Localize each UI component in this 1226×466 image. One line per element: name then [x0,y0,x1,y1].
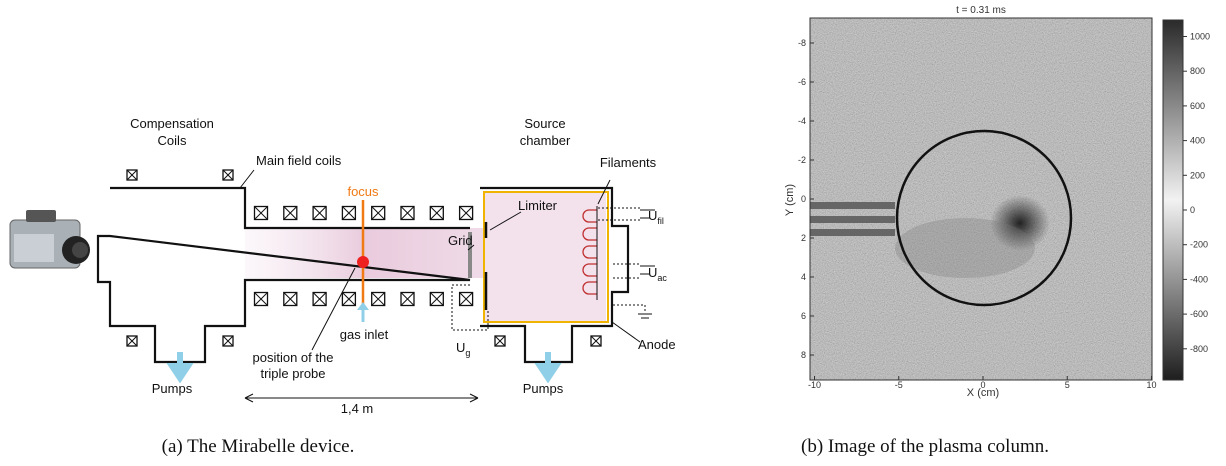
caption: (b) Image of the plasma column. [801,436,1049,457]
gas-arrow-head [357,302,369,310]
label: Ug [456,340,470,358]
colorbar-label: -400 [1190,274,1208,284]
x-tick-label: -5 [895,380,903,390]
label: 1,4 m [341,401,374,416]
coil [284,293,297,306]
coil [460,207,473,220]
label: Compensation [130,116,214,131]
coil [342,207,355,220]
coil [127,336,137,346]
label: Anode [638,337,676,352]
x-tick-label: 10 [1146,380,1156,390]
coil [255,207,268,220]
coil [342,293,355,306]
label: Ufil [648,208,664,226]
colorbar-label: 200 [1190,170,1205,180]
coil [372,207,385,220]
coil [460,293,473,306]
pump-arrow [540,352,556,378]
y-tick-label: -4 [798,116,806,126]
label: Coils [158,133,187,148]
figure: Compensation Coils Main field coils focu… [0,0,1226,466]
coil [127,170,137,180]
plasma-image [810,18,1152,380]
label: chamber [520,133,571,148]
label: gas inlet [340,327,389,342]
probe-position [357,256,369,268]
ground-symbols [638,210,655,318]
coil [430,207,443,220]
y-tick-label: 6 [801,311,806,321]
colorbar-label: 0 [1190,205,1195,215]
label: focus [347,184,379,199]
y-tick-label: -8 [798,38,806,48]
coil-pointer [240,170,254,188]
coil [591,336,601,346]
y-tick-label: 8 [801,350,806,360]
coil [223,336,233,346]
colorbar [1163,20,1183,380]
coil [401,293,414,306]
y-label: Y (cm) [784,184,796,216]
coil [495,336,505,346]
label: Main field coils [256,153,342,168]
coil [401,207,414,220]
pump-arrow [172,352,188,378]
colorbar-label: 600 [1190,101,1205,111]
x-tick-label: 0 [980,380,985,390]
coil [313,207,326,220]
camera-icon [10,210,90,268]
x-tick-label: -10 [808,380,821,390]
page: Compensation Coils Main field coils focu… [0,0,1226,466]
coil [430,293,443,306]
colorbar-label: -600 [1190,309,1208,319]
label: Filaments [600,155,657,170]
colorbar-label: -200 [1190,240,1208,250]
y-tick-label: 4 [801,272,806,282]
coil [223,170,233,180]
coil [372,293,385,306]
x-tick-label: 5 [1065,380,1070,390]
coil [255,293,268,306]
colorbar-label: 1000 [1190,32,1210,42]
label: Limiter [518,198,558,213]
label: Grid [448,233,473,248]
label: position of the [253,350,334,365]
image-title: t = 0.31 ms [956,5,1006,16]
label: Pumps [152,381,193,396]
y-tick-label: 2 [801,233,806,243]
label: Source [524,116,565,131]
colorbar-label: -800 [1190,344,1208,354]
label: triple probe [260,366,325,381]
y-tick-label: -6 [798,77,806,87]
colorbar-label: 800 [1190,66,1205,76]
coil [284,207,297,220]
y-tick-label: -2 [798,155,806,165]
coil [313,293,326,306]
colorbar-label: 400 [1190,136,1205,146]
label: Pumps [523,381,564,396]
y-tick-label: 0 [801,194,806,204]
anode-pointer [612,322,640,342]
caption: (a) The Mirabelle device. [162,436,355,457]
label: Uac [648,265,667,283]
